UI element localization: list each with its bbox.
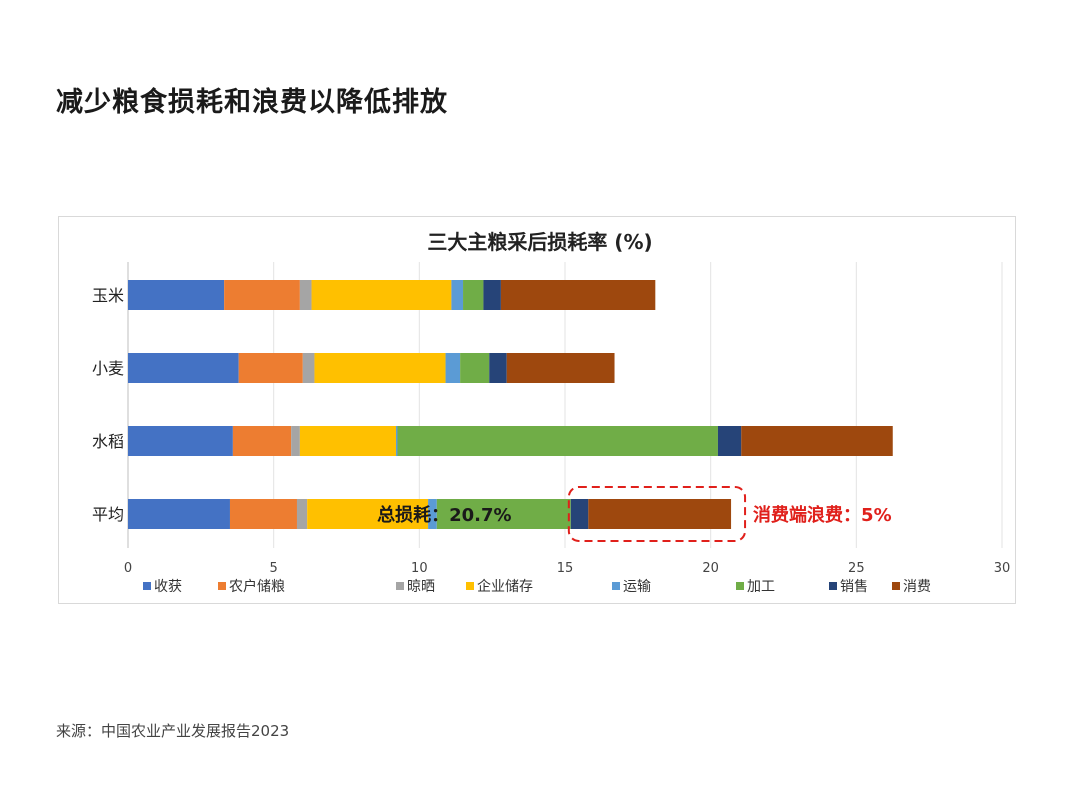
bar-segment xyxy=(314,353,446,383)
legend-swatch xyxy=(396,582,404,590)
legend-swatch xyxy=(829,582,837,590)
bar-segment xyxy=(463,280,484,310)
bar-segment xyxy=(238,353,303,383)
bar-segment xyxy=(302,353,315,383)
bar-segment xyxy=(428,499,437,529)
bar-segment xyxy=(229,499,297,529)
legend-swatch xyxy=(218,582,226,590)
x-tick-label: 10 xyxy=(411,561,428,576)
legend-swatch xyxy=(892,582,900,590)
bar-segment xyxy=(588,499,732,529)
legend-label: 消费 xyxy=(903,579,931,595)
legend-label: 农户储粮 xyxy=(229,578,285,595)
total-loss-label: 总损耗：20.7% xyxy=(377,504,511,526)
bar-segment xyxy=(460,353,490,383)
bar-segment xyxy=(741,426,893,456)
bar-segment xyxy=(128,426,233,456)
legend-swatch xyxy=(143,582,151,590)
x-tick-label: 30 xyxy=(994,561,1011,576)
category-label: 平均 xyxy=(92,505,124,524)
legend-swatch xyxy=(736,582,744,590)
x-tick-label: 0 xyxy=(124,561,132,576)
legend-label: 加工 xyxy=(747,579,775,595)
bar-segment xyxy=(500,280,656,310)
x-tick-label: 15 xyxy=(557,561,574,576)
bar-segment xyxy=(436,499,571,529)
page-title: 减少粮食损耗和浪费以降低排放 xyxy=(56,87,448,118)
bar-segment xyxy=(307,499,429,529)
category-label: 小麦 xyxy=(92,359,124,378)
bar-segment xyxy=(299,426,397,456)
bar-segment xyxy=(232,426,292,456)
bar-segment xyxy=(451,280,464,310)
category-label: 玉米 xyxy=(92,286,124,305)
chart-title: 三大主粮采后损耗率 (%) xyxy=(427,230,653,254)
legend-label: 销售 xyxy=(840,579,868,595)
bar-segment xyxy=(128,499,230,529)
bar-segment xyxy=(445,353,461,383)
legend-label: 收获 xyxy=(154,579,182,595)
bar-segment xyxy=(489,353,507,383)
legend-label: 晾晒 xyxy=(407,579,435,595)
bar-segment xyxy=(397,426,718,456)
legend-label: 企业储存 xyxy=(477,578,533,595)
x-tick-label: 25 xyxy=(848,561,865,576)
bar-segment xyxy=(311,280,452,310)
source-note: 来源：中国农业产业发展报告2023 xyxy=(56,722,290,740)
legend-swatch xyxy=(612,582,620,590)
consumer-waste-label: 消费端浪费：5% xyxy=(753,504,892,526)
bar-segment xyxy=(224,280,300,310)
bar-segment xyxy=(299,280,312,310)
bar-segment xyxy=(396,426,398,456)
x-tick-label: 5 xyxy=(270,561,278,576)
bar-segment xyxy=(291,426,300,456)
bar-segment xyxy=(296,499,308,529)
bar-segment xyxy=(128,353,239,383)
bar-segment xyxy=(717,426,742,456)
x-tick-label: 20 xyxy=(702,561,719,576)
legend-swatch xyxy=(466,582,474,590)
bar-segment xyxy=(128,280,225,310)
legend-label: 运输 xyxy=(623,579,651,595)
consumer-waste-highlight-box xyxy=(567,486,747,542)
bar-segment xyxy=(483,280,501,310)
category-label: 水稻 xyxy=(92,432,124,451)
bar-segment xyxy=(570,499,589,529)
bar-segment xyxy=(506,353,615,383)
